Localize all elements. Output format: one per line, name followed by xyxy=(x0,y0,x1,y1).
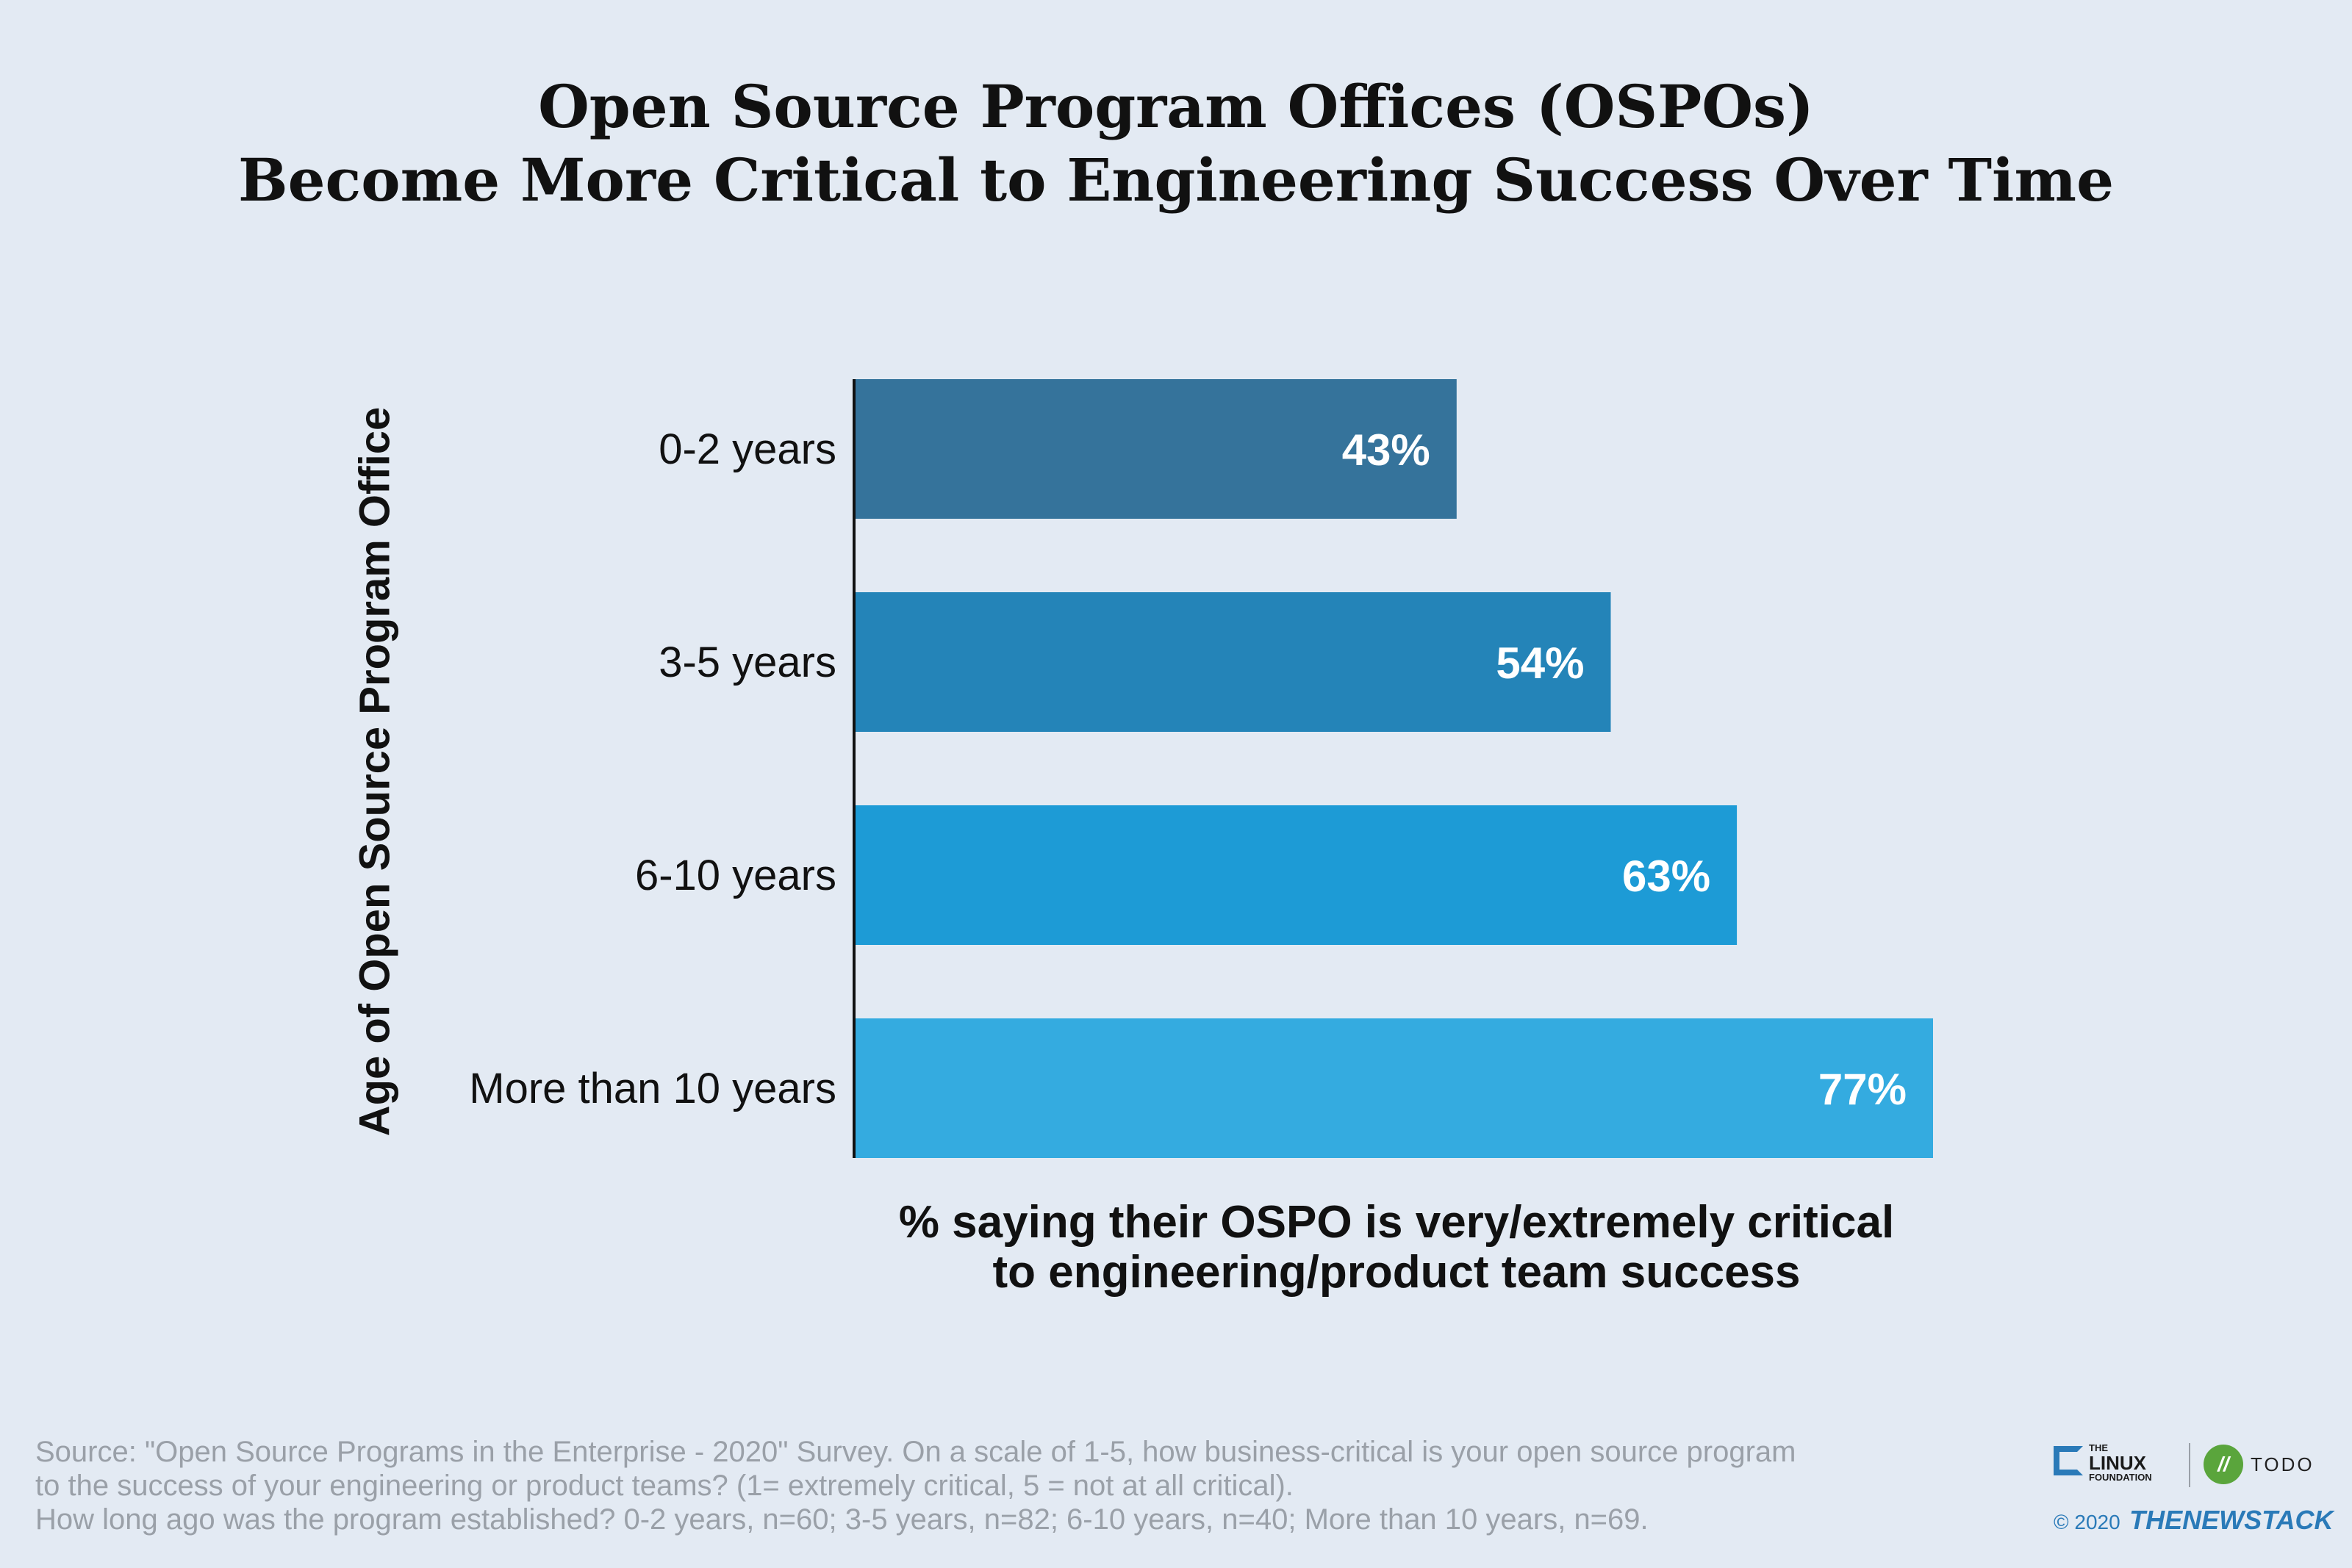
newstack-row: © 2020 THENEWSTACK xyxy=(2054,1505,2333,1536)
source-line-3: How long ago was the program established… xyxy=(35,1503,1649,1536)
category-label-3: More than 10 years xyxy=(469,1065,836,1112)
lf-small-text: THE xyxy=(2089,1442,2108,1453)
x-axis-label-line-1: % saying their OSPO is very/extremely cr… xyxy=(898,1197,1895,1248)
bar-1 xyxy=(854,592,1611,732)
title-line-1: Open Source Program Offices (OSPOs) xyxy=(538,72,1814,141)
category-label-0: 0-2 years xyxy=(659,425,836,473)
copyright-text: © 2020 xyxy=(2054,1511,2120,1533)
source-line-2: to the success of your engineering or pr… xyxy=(35,1470,1294,1502)
title-line-2: Become More Critical to Engineering Succ… xyxy=(238,145,2114,215)
value-label-3: 77% xyxy=(1818,1065,1907,1114)
value-label-1: 54% xyxy=(1496,639,1584,688)
chart-title: Open Source Program Offices (OSPOs) Beco… xyxy=(0,70,2352,217)
todo-logo-icon: // xyxy=(2204,1445,2243,1484)
category-label-1: 3-5 years xyxy=(659,639,836,686)
value-label-0: 43% xyxy=(1342,425,1430,475)
newstack-logo: THENEWSTACK xyxy=(2129,1505,2334,1535)
source-note: Source: "Open Source Programs in the Ent… xyxy=(35,1435,1796,1536)
x-axis-label-line-2: to engineering/product team success xyxy=(992,1247,1801,1298)
x-axis-label: % saying their OSPO is very/extremely cr… xyxy=(808,1198,1984,1298)
source-line-1: Source: "Open Source Programs in the Ent… xyxy=(35,1436,1796,1468)
todo-logo-text: TODO xyxy=(2251,1453,2315,1475)
linux-foundation-logo-mark xyxy=(2054,1446,2083,1475)
category-label-2: 6-10 years xyxy=(635,852,836,899)
bar-3 xyxy=(854,1018,1933,1158)
lf-sub-text: FOUNDATION xyxy=(2089,1472,2152,1483)
lf-big-text: LINUX xyxy=(2089,1452,2146,1474)
linux-foundation-logo-text: THE LINUX FOUNDATION xyxy=(2089,1443,2152,1483)
bar-0 xyxy=(854,379,1457,519)
logo-divider xyxy=(2189,1443,2190,1487)
value-label-2: 63% xyxy=(1622,852,1710,901)
logos: THE LINUX FOUNDATION // TODO © 2020 THEN… xyxy=(2051,1440,2333,1543)
bar-2 xyxy=(854,805,1738,945)
